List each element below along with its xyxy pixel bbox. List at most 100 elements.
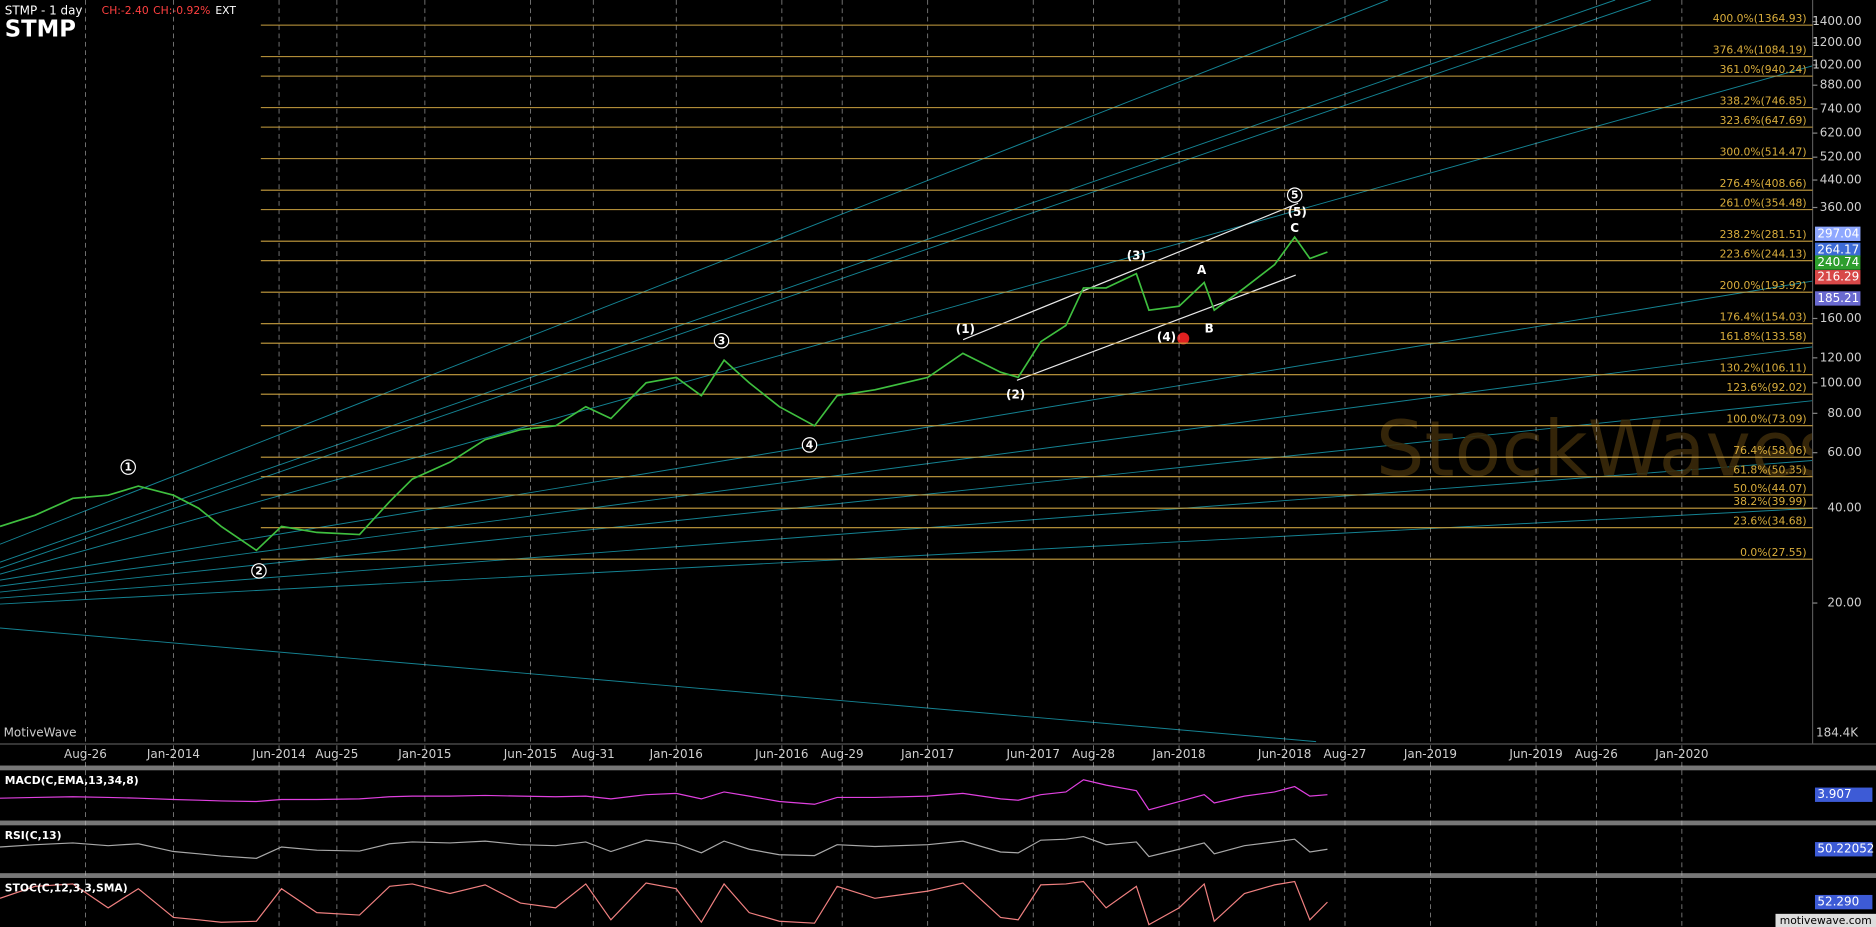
indicator-title: MACD(C,EMA,13,34,8)	[5, 774, 139, 787]
fan-line	[0, 507, 1813, 605]
site-badge	[1775, 913, 1876, 927]
price-marker-label: 185.21	[1817, 291, 1859, 305]
fan-line	[0, 0, 1616, 563]
fib-label: 338.2%(746.85)	[1720, 95, 1807, 108]
x-tick-label: Jun-2014	[251, 747, 305, 761]
fan-line	[0, 0, 1389, 545]
indicator-value: 52.290	[1817, 895, 1859, 909]
fib-label: 223.6%(244.13)	[1720, 248, 1807, 261]
symbol: STMP	[5, 16, 76, 42]
fib-label: 176.4%(154.03)	[1720, 311, 1807, 324]
x-tick-label: Jun-2018	[1257, 747, 1311, 761]
indicator-title: RSI(C,13)	[5, 829, 62, 842]
wave-label: C	[1290, 221, 1299, 235]
change: CH:-2.40	[102, 4, 149, 17]
x-tick-label: Jun-2015	[503, 747, 557, 761]
fib-label: 50.0%(44.07)	[1733, 482, 1806, 495]
fan-line	[0, 627, 1317, 743]
indicator-value: 50.22052	[1817, 842, 1874, 856]
y-tick-label: 880.00	[1820, 78, 1862, 92]
price-line	[0, 235, 1328, 552]
indicator-line	[0, 779, 1328, 811]
y-tick-label: 520.00	[1820, 150, 1862, 164]
alert-icon	[1177, 332, 1190, 345]
wave-label: (3)	[1127, 248, 1146, 262]
y-tick-label: 100.00	[1820, 375, 1862, 389]
x-tick-label: Jan-2020	[1654, 747, 1708, 761]
price-marker	[1814, 270, 1861, 285]
fib-label: 0.0%(27.55)	[1740, 546, 1806, 559]
x-tick-label: Aug-29	[821, 747, 864, 761]
indicator-value-box	[1814, 787, 1873, 802]
wave-label: 4	[806, 439, 813, 452]
price-marker-label: 264.17	[1817, 242, 1859, 256]
fib-label: 200.0%(193.92)	[1720, 279, 1807, 292]
session: EXT	[215, 4, 236, 17]
title: STMP - 1 day	[5, 3, 83, 17]
fan-line	[0, 346, 1813, 587]
y-tick-label: 160.00	[1820, 311, 1862, 325]
price-marker	[1814, 226, 1861, 241]
fib-label: 400.0%(1364.93)	[1713, 12, 1807, 25]
fib-label: 130.2%(106.11)	[1720, 362, 1807, 375]
y-tick-label: 360.00	[1820, 200, 1862, 214]
fib-label: 61.8%(50.35)	[1733, 464, 1806, 477]
price-marker	[1814, 255, 1861, 270]
x-tick-label: Aug-25	[315, 747, 358, 761]
y-tick-label: 1400.00	[1812, 14, 1861, 28]
x-tick-label: Jan-2018	[1151, 747, 1205, 761]
x-tick-label: Jan-2015	[397, 747, 451, 761]
wave-circle	[120, 459, 136, 475]
y-tick-label: 80.00	[1827, 406, 1861, 420]
wave-circle	[251, 563, 267, 579]
y-tick-label: 40.00	[1827, 501, 1861, 515]
fib-label: 276.4%(408.66)	[1720, 177, 1807, 190]
separator	[0, 820, 1876, 826]
volume-label: 184.4K	[1816, 726, 1859, 740]
x-tick-label: Jan-2019	[1403, 747, 1457, 761]
fib-label: 38.2%(39.99)	[1733, 495, 1806, 508]
indicator-line	[0, 835, 1328, 859]
wave-label: (2)	[1006, 387, 1025, 401]
x-tick-label: Aug-26	[1575, 747, 1618, 761]
wave-label: (4)	[1157, 330, 1176, 344]
wave-label: B	[1205, 321, 1214, 335]
wave-circle	[801, 437, 818, 453]
separator	[0, 765, 1876, 771]
fib-label: 238.2%(281.51)	[1720, 228, 1807, 241]
x-tick-label: Aug-28	[1072, 747, 1115, 761]
indicator-value-box	[1814, 894, 1873, 910]
price-marker	[1814, 291, 1861, 306]
x-tick-label: Aug-26	[64, 747, 107, 761]
x-tick-label: Jun-2016	[754, 747, 808, 761]
indicator-title: STOC(C,12,3,3,SMA)	[5, 882, 128, 895]
brand: MotiveWave	[4, 726, 77, 740]
fib-label: 123.6%(92.02)	[1726, 381, 1806, 394]
fib-label: 23.6%(34.68)	[1733, 515, 1806, 528]
fan-line	[0, 400, 1813, 593]
fan-line	[0, 65, 1813, 575]
fib-label: 323.6%(647.69)	[1720, 114, 1807, 127]
price-marker-label: 297.04	[1817, 226, 1859, 240]
separator	[0, 873, 1876, 878]
fan-line	[0, 0, 1652, 569]
wave-label: 2	[255, 564, 262, 577]
x-tick-label: Jan-2014	[146, 747, 200, 761]
y-tick-label: 120.00	[1820, 350, 1862, 364]
wave-label: A	[1197, 263, 1207, 277]
fib-label: 161.8%(133.58)	[1720, 330, 1807, 343]
site: motivewave.com	[1780, 914, 1872, 927]
x-tick-label: Aug-27	[1324, 747, 1367, 761]
y-tick-label: 60.00	[1827, 445, 1861, 459]
indicator-value-box	[1814, 842, 1873, 857]
wave-circle	[713, 332, 730, 349]
price-marker	[1814, 242, 1861, 258]
fib-label: 100.0%(73.09)	[1726, 413, 1806, 426]
x-tick-label: Jun-2017	[1006, 747, 1060, 761]
y-tick-label: 620.00	[1820, 126, 1862, 140]
y-tick-label: 440.00	[1820, 173, 1862, 187]
indicator-value: 3.907	[1817, 787, 1851, 801]
